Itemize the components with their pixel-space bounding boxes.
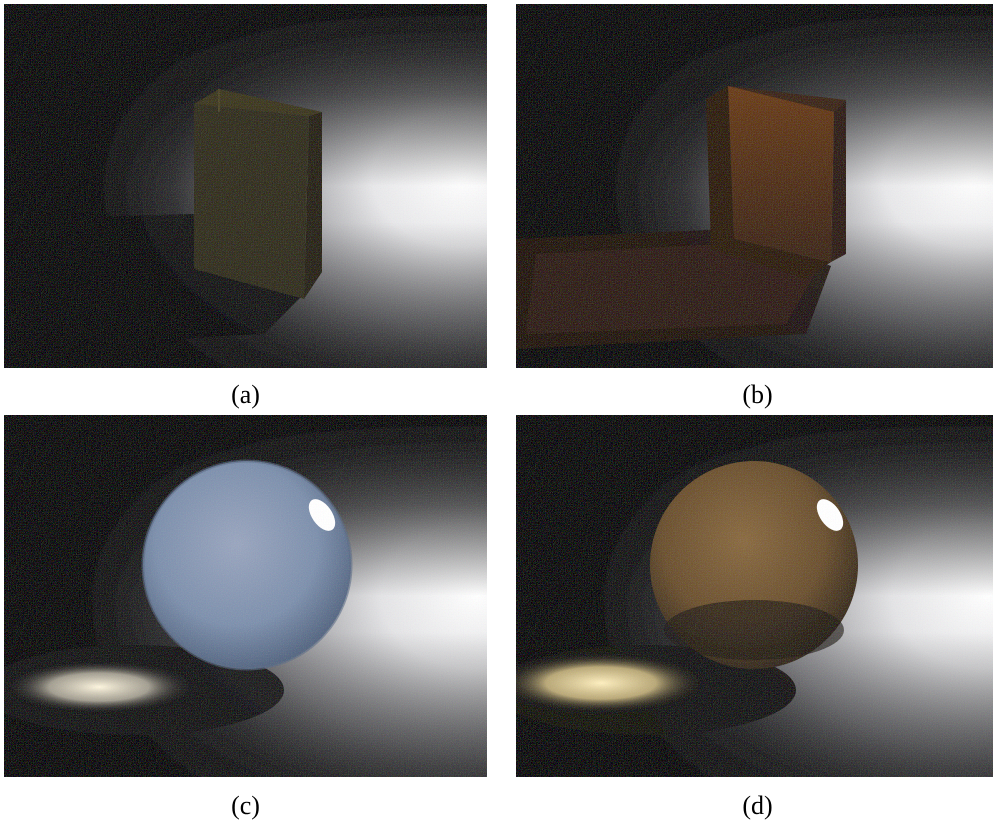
render-panel-a [4,4,487,368]
box-render-image [4,4,487,368]
translucent-box-render-image [516,4,993,368]
glass-sphere-render-image [4,415,487,777]
amber-sphere-render-image [516,415,993,777]
render-panel-c [4,415,487,777]
caption-a: (a) [231,380,260,409]
caption-c: (c) [231,791,260,820]
caption-b: (b) [742,380,773,409]
render-panel-d [516,415,993,777]
caption-d: (d) [742,791,773,820]
render-panel-b [516,4,993,368]
